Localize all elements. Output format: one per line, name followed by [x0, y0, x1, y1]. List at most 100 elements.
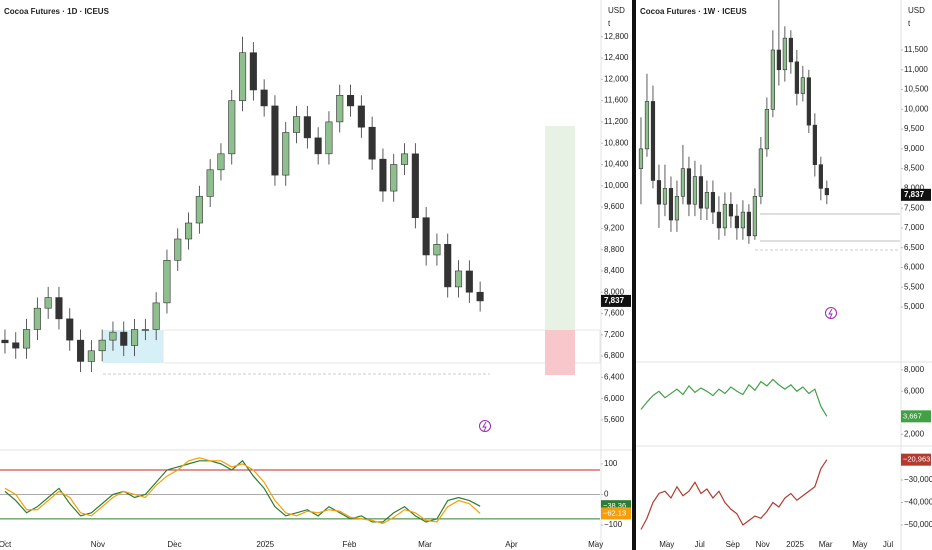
candle-body — [206, 169, 214, 197]
candle-body — [758, 148, 763, 197]
candle-body — [379, 158, 387, 192]
x-tick-label: May — [588, 540, 603, 549]
candle-body — [728, 203, 734, 217]
y-tick-label: −30,000 — [904, 475, 932, 484]
candle-body — [260, 89, 268, 107]
candle-body — [698, 176, 704, 209]
candle-body — [794, 61, 799, 94]
indicator-value-label: 3,667 — [903, 411, 922, 420]
alert-icon[interactable] — [479, 420, 491, 432]
candle-body — [692, 176, 698, 205]
y-tick-label: 9,600 — [604, 202, 625, 211]
y-tick-label: 6,500 — [904, 243, 925, 252]
candle-body — [66, 318, 74, 341]
y-tick-label: 100 — [604, 459, 618, 468]
x-tick-label: Nov — [756, 540, 770, 549]
y-tick-label: 7,200 — [604, 330, 625, 339]
panel-divider — [632, 0, 636, 550]
candle-body — [476, 291, 484, 302]
candle-body — [163, 259, 171, 304]
candle-body — [788, 37, 793, 63]
y-tick-label: 8,000 — [904, 365, 925, 374]
y-tick-label: 12,400 — [604, 53, 629, 62]
candle-body — [185, 222, 193, 240]
y-tick-label: 0 — [604, 490, 609, 499]
candle-body — [282, 132, 290, 176]
candle-body — [644, 101, 650, 150]
y-tick-label: 9,500 — [904, 124, 925, 133]
y-tick-label: 10,000 — [604, 181, 629, 190]
y-tick-label: −100 — [604, 520, 623, 529]
y-tick-label: 10,400 — [604, 160, 629, 169]
y-tick-label: 5,600 — [604, 415, 625, 424]
y-tick-label: 6,800 — [604, 351, 625, 360]
candle-body — [87, 350, 95, 362]
unit-label: t — [608, 19, 611, 28]
indicator-line — [4, 459, 481, 523]
y-tick-label: 9,000 — [904, 144, 925, 153]
candle-body — [336, 94, 344, 123]
y-tick-label: 6,000 — [904, 263, 925, 272]
candle-body — [770, 49, 775, 110]
indicator-value-label: −20,963 — [903, 455, 930, 464]
x-tick-label: 2025 — [256, 540, 274, 549]
y-tick-label: 11,600 — [604, 96, 628, 105]
x-tick-label: Sep — [726, 540, 741, 549]
last-price-box — [901, 188, 931, 201]
candle-body — [454, 270, 463, 288]
y-tick-label: 8,000 — [904, 184, 925, 193]
indicator-line — [4, 457, 481, 525]
chart-title: Cocoa Futures · 1W · ICEUS — [640, 7, 747, 16]
candle-body — [12, 342, 20, 349]
stop-zone — [545, 330, 575, 375]
candle-body — [411, 153, 419, 219]
x-tick-label: Dec — [167, 540, 181, 549]
candle-body — [77, 339, 85, 362]
x-tick-label: May — [659, 540, 674, 549]
candle-body — [314, 137, 322, 155]
candle-body — [465, 270, 473, 293]
candle-body — [141, 329, 149, 331]
candle-body — [422, 217, 430, 256]
candle-body — [800, 77, 805, 94]
target-zone — [545, 126, 575, 330]
candle-body — [357, 105, 365, 128]
unit-label: t — [908, 19, 911, 28]
y-tick-label: 8,500 — [904, 164, 925, 173]
candle-body — [656, 180, 662, 205]
candle-body — [662, 188, 668, 205]
candle-body — [400, 153, 409, 165]
x-tick-label: Jul — [883, 540, 893, 549]
x-tick-label: Mar — [418, 540, 432, 549]
candle-body — [782, 37, 787, 71]
candle-body — [668, 188, 674, 221]
candle-body — [228, 100, 236, 155]
candle-body — [746, 211, 752, 237]
x-tick-label: Jul — [695, 540, 705, 549]
x-tick-label: 2025 — [786, 540, 804, 549]
candle-body — [152, 302, 160, 330]
candle-body — [716, 211, 722, 229]
candle-body — [98, 339, 106, 352]
candle-body — [23, 329, 31, 349]
y-tick-label: 8,400 — [604, 266, 625, 275]
y-tick-label: 9,200 — [604, 223, 625, 232]
candle-body — [818, 164, 823, 189]
candle-body — [812, 124, 817, 165]
alert-icon[interactable] — [825, 307, 837, 319]
indicator-line — [640, 378, 828, 417]
candle-body — [293, 116, 301, 133]
indicator-value-box — [901, 453, 931, 466]
y-tick-label: −50,000 — [904, 520, 932, 529]
x-tick-label: Feb — [343, 540, 357, 549]
y-tick-label: 10,800 — [604, 138, 629, 147]
candle-body — [638, 148, 644, 169]
y-tick-label: 11,000 — [904, 65, 928, 74]
indicator-value-box — [901, 410, 931, 423]
y-tick-label: 5,000 — [904, 302, 925, 311]
y-tick-label: 5,500 — [904, 282, 925, 291]
candle-body — [704, 192, 710, 209]
y-tick-label: 6,000 — [604, 394, 625, 403]
y-tick-label: −40,000 — [904, 498, 932, 507]
